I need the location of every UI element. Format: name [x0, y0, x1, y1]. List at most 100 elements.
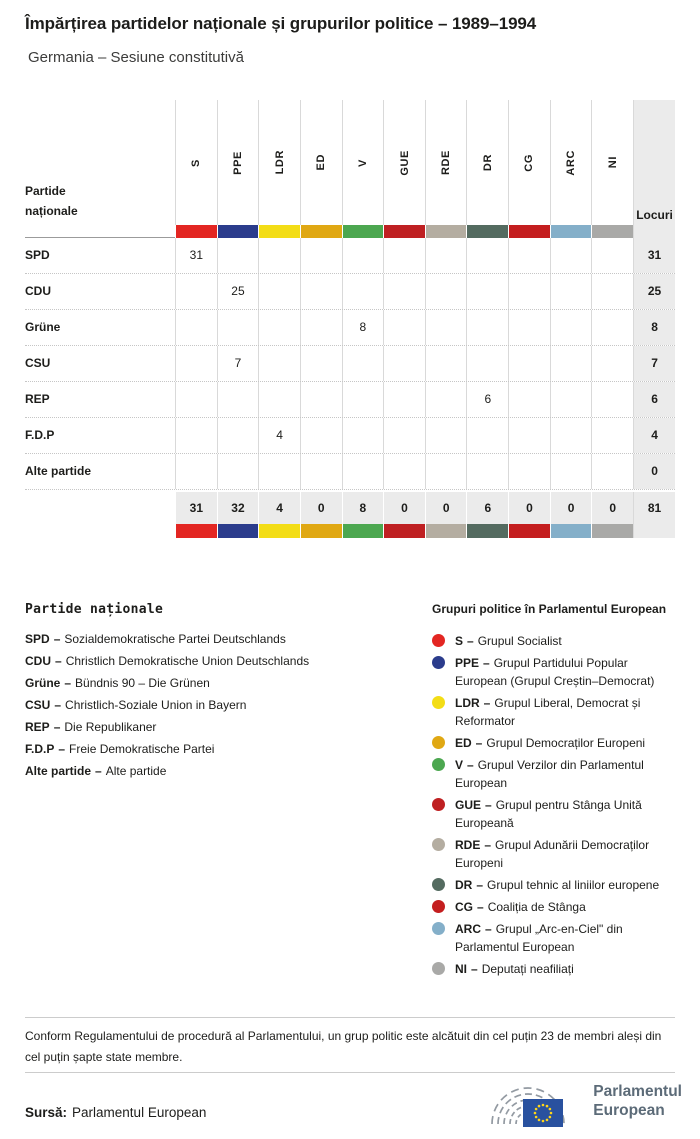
- party-abbr: SPD –: [25, 632, 60, 646]
- party-name-cell: CDU: [25, 274, 175, 309]
- seat-cell: [383, 346, 425, 381]
- seat-cell: [549, 382, 592, 417]
- seat-cell: [258, 346, 300, 381]
- column-header: DR: [466, 100, 508, 225]
- seat-cell: 8: [341, 310, 384, 345]
- dash: –: [53, 720, 61, 734]
- seat-cell: [508, 274, 550, 309]
- group-color-bar: [341, 524, 384, 538]
- group-color-bar: [175, 524, 217, 538]
- empty-cell: [25, 524, 175, 538]
- seat-cell: [466, 346, 508, 381]
- color-bar-row: [25, 225, 676, 238]
- party-name: Grüne: [25, 320, 61, 334]
- group-total-cell: 0: [383, 492, 425, 524]
- group-full-name: Grupul Adunării Democraților Europeni: [455, 838, 650, 870]
- ep-logo-wordmark: Parlamentul European: [593, 1082, 682, 1120]
- dash: –: [483, 696, 491, 710]
- row-total-cell: 8: [633, 310, 676, 345]
- group-abbr-text: V: [455, 758, 464, 772]
- page-subtitle: Germania – Sesiune constitutivă: [28, 49, 244, 66]
- group-color-bar: [383, 524, 425, 538]
- source-line: Sursă: Parlamentul European: [25, 1105, 206, 1120]
- seat-cell: [175, 274, 217, 309]
- column-header-label: GUE: [398, 149, 411, 176]
- row-header-cell: Partide naționale: [25, 100, 175, 225]
- legend-item-text: V – Grupul Verzilor din Parlamentul Europe…: [455, 756, 678, 792]
- group-total-cell: 31: [175, 492, 217, 524]
- group-color-bar: [508, 225, 550, 238]
- dash: –: [476, 878, 484, 892]
- seat-cell: [591, 310, 633, 345]
- table-row: CSU 7 7: [25, 346, 676, 382]
- party-full-name: Alte partide: [105, 764, 167, 778]
- group-color-dot: [432, 900, 445, 913]
- group-abbr-text: CG: [455, 900, 473, 914]
- legend-item-text: LDR – Grupul Liberal, Democrat și Reformat…: [455, 694, 678, 730]
- group-abbr-text: PPE: [455, 656, 480, 670]
- party-name: SPD: [25, 248, 50, 262]
- national-parties-legend-items: SPD – Sozialdemokratische Partei Deutschla…: [25, 632, 410, 778]
- seat-cell: [299, 310, 342, 345]
- party-abbr: REP –: [25, 720, 60, 734]
- group-color-dot: [432, 798, 445, 811]
- seat-cell: [258, 454, 300, 489]
- seat-cell: 4: [258, 418, 300, 453]
- group-color-dot: [432, 922, 445, 935]
- party-full-name: Freie Demokratische Partei: [69, 742, 215, 756]
- footnote: Conform Regulamentului de procedură al P…: [25, 1029, 662, 1064]
- party-abbr-text: Alte partide: [25, 764, 92, 778]
- group-abbr-text: DR: [455, 878, 473, 892]
- table-row: REP 6 6: [25, 382, 676, 418]
- legend-item-text: GUE – Grupul pentru Stânga Unită Europeană: [455, 796, 678, 832]
- seat-cell: [508, 238, 550, 273]
- legend-item-text: PPE – Grupul Partidului Popular European (…: [455, 654, 678, 690]
- seat-cell: [299, 346, 342, 381]
- eu-flag-icon: [523, 1099, 564, 1127]
- seat-cell: [549, 238, 592, 273]
- party-abbr-text: REP: [25, 720, 50, 734]
- column-header: GUE: [383, 100, 425, 225]
- table-row: Grüne 8 8: [25, 310, 676, 346]
- seats-column-bg: [633, 524, 676, 538]
- legend-item: V – Grupul Verzilor din Parlamentul Europe…: [432, 756, 678, 792]
- seat-cell: [549, 310, 592, 345]
- legend-item: SPD – Sozialdemokratische Partei Deutschla…: [25, 632, 410, 646]
- seat-cell: [424, 382, 467, 417]
- group-total-cell: 0: [549, 492, 592, 524]
- seat-cell: [466, 310, 508, 345]
- legend-item-text: ED – Grupul Democraților Europeni: [455, 734, 645, 752]
- seat-cell: [258, 382, 300, 417]
- group-color-bar: [383, 225, 425, 238]
- seat-cell: [424, 418, 467, 453]
- seat-cell: 7: [216, 346, 259, 381]
- group-color-dot: [432, 878, 445, 891]
- party-full-name: Bündnis 90 – Die Grünen: [75, 676, 210, 690]
- seats-column-bg: [633, 225, 676, 238]
- group-color-dot: [432, 656, 445, 669]
- legend-item-text: ARC – Grupul „Arc-en-Ciel" din Parlamentul…: [455, 920, 678, 956]
- column-header: S: [175, 100, 217, 225]
- legend-item: CDU – Christlich Demokratische Union Deuts…: [25, 654, 410, 668]
- group-abbr-text: ED: [455, 736, 472, 750]
- seat-cell: [508, 418, 550, 453]
- group-abbr: V –: [455, 758, 474, 772]
- dash: –: [64, 676, 72, 690]
- group-abbr: DR –: [455, 878, 483, 892]
- group-abbr-text: S: [455, 634, 464, 648]
- dash: –: [475, 736, 483, 750]
- seat-cell: [175, 418, 217, 453]
- column-header-label: ARC: [565, 149, 578, 176]
- header-underline: [25, 225, 175, 238]
- group-color-dot: [432, 838, 445, 851]
- seat-cell: [258, 310, 300, 345]
- party-name-cell: REP: [25, 382, 175, 417]
- group-abbr-text: GUE: [455, 798, 482, 812]
- dash: –: [485, 922, 492, 936]
- group-abbr: GUE –: [455, 798, 492, 812]
- party-name: F.D.P: [25, 428, 55, 442]
- color-bar-row-bottom: [25, 524, 676, 538]
- group-full-name: Grupul Democraților Europeni: [486, 736, 646, 750]
- european-parliament-logo: Parlamentul European: [477, 1072, 682, 1130]
- seat-cell: [341, 418, 384, 453]
